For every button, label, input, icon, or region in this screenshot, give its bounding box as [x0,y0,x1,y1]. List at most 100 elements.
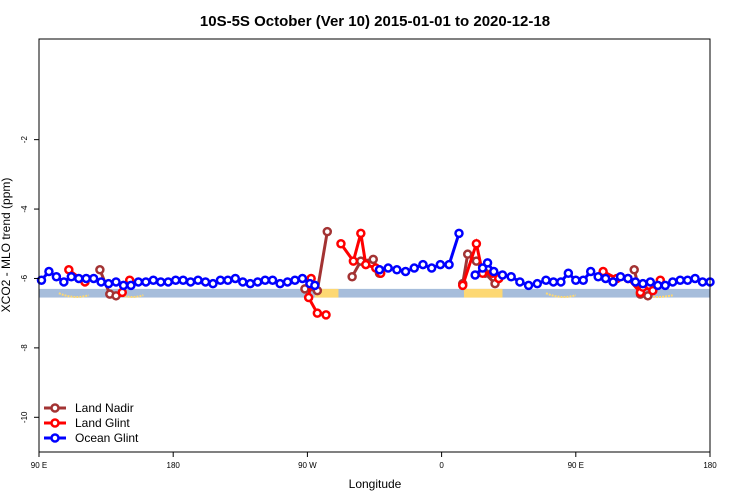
data-point [156,277,166,287]
legend-item: Land Nadir [44,401,134,415]
data-point [290,275,300,285]
data-point [163,277,173,287]
land-band [314,288,339,298]
data-point [81,273,91,284]
island-marks [545,292,577,298]
data-point [230,273,241,284]
data-point [697,277,708,287]
x-tick-label: 90 E [31,461,47,470]
data-point [215,275,226,285]
data-point [660,280,671,291]
data-point [356,228,366,239]
y-tick-label: -8 [20,344,29,352]
data-point [409,263,420,273]
y-tick-label: -2 [20,136,29,144]
data-point [126,280,136,291]
data-point [675,275,685,285]
data-point [118,280,129,291]
x-tick-label: 180 [167,461,181,470]
legend-label: Land Glint [75,416,130,430]
data-point [667,277,678,287]
data-point [322,226,333,237]
y-tick-label: -10 [20,411,29,423]
data-point [457,280,468,291]
y-tick-label: -4 [20,205,29,213]
data-point [275,278,285,289]
data-point [59,277,69,287]
data-point [260,275,270,285]
data-point [200,277,211,287]
series-ocean-glint [36,228,715,291]
data-point [133,277,144,287]
data-point [645,277,656,287]
data-point [585,266,596,277]
data-point [103,278,114,289]
data-point [418,259,428,270]
data-point [66,271,77,282]
data-point [615,271,626,282]
data-point [444,259,454,270]
island-marks [58,292,89,298]
data-point [608,277,618,287]
data-point [482,258,493,268]
data-point [361,259,371,270]
data-point [88,273,99,284]
data-point [193,275,203,285]
legend-item: Ocean Glint [44,431,139,445]
data-point [51,271,62,282]
plot-frame [38,38,711,453]
data-point [282,277,293,287]
data-point [593,271,603,282]
legend-marker [50,433,60,443]
legend-item: Land Glint [44,416,130,430]
data-point [238,277,248,287]
data-point [74,273,84,284]
data-point [462,249,473,259]
data-point [374,265,385,275]
x-tick-label: 90 W [298,461,317,470]
data-point [600,273,611,284]
data-point [454,228,464,239]
x-tick-label: 90 E [568,461,584,470]
data-point [44,266,54,277]
data-point [141,277,151,287]
data-point [541,275,551,285]
data-point [208,278,218,289]
island-marks [115,292,144,298]
data-point [96,277,106,287]
data-point [489,266,499,277]
chart-title: 10S-5S October (Ver 10) 2015-01-01 to 20… [200,13,550,30]
data-point [312,308,323,318]
data-point [336,239,346,249]
data-point [383,263,393,273]
data-point [392,265,402,275]
plot-background [39,288,710,298]
data-point [252,277,263,287]
data-point [571,275,581,285]
x-axis: 90 E 180 90 W 0 90 E 180 [31,452,717,470]
data-point [523,280,534,291]
series-layer [36,226,715,320]
data-point [506,271,516,282]
data-point [185,277,196,287]
data-point [690,273,700,284]
y-axis-title: XCO2 - MLO trend (ppm) [0,178,13,313]
data-point [321,310,331,320]
y-axis: -2 -4 -6 -8 -10 [20,136,39,423]
legend-label: Land Nadir [75,401,134,415]
data-point [111,277,121,287]
data-point [245,278,255,289]
data-point [532,278,543,289]
data-point [223,275,233,285]
data-point [426,263,437,273]
data-point [310,280,320,291]
data-point [497,270,508,280]
data-point [515,277,525,287]
data-point [471,239,482,249]
data-point [170,275,181,285]
legend-label: Ocean Glint [75,431,139,445]
data-point [348,256,359,266]
data-point [368,254,379,265]
